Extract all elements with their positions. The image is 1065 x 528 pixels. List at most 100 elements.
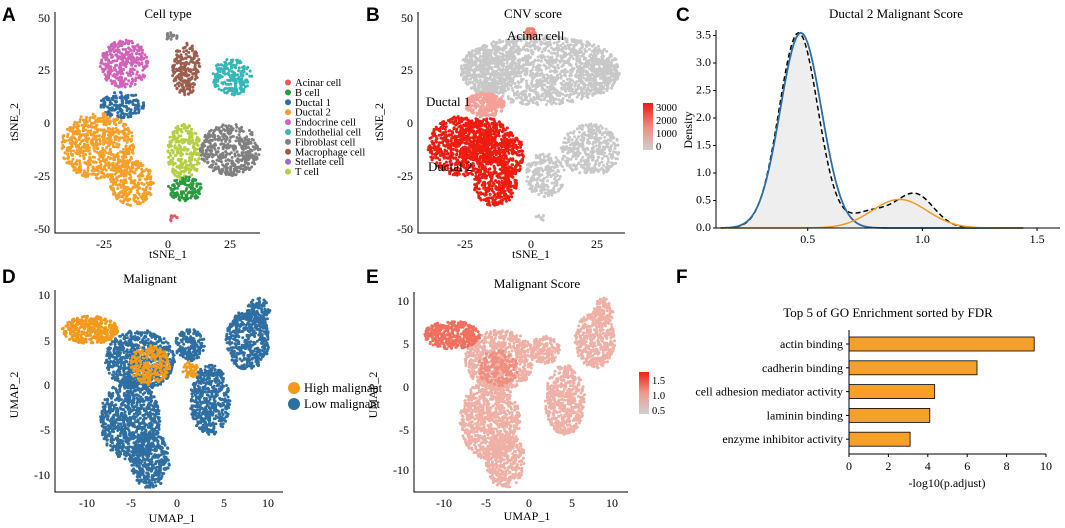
scatter-point-b (514, 62, 518, 66)
scatter-point-b (537, 58, 540, 62)
scatter-point-a (115, 104, 119, 108)
scatter-point-b (587, 92, 591, 96)
scatter-point-a (108, 47, 112, 51)
panel-a-ytick: 50 (38, 11, 50, 25)
scatter-point-a (109, 184, 113, 188)
scatter-point-a (116, 111, 120, 115)
scatter-point-a (127, 73, 130, 77)
scatter-point-a (230, 70, 234, 73)
scatter-point-a (133, 109, 137, 113)
scatter-point-b (570, 138, 574, 142)
scatter-point-b (602, 47, 606, 51)
scatter-point-b (589, 88, 593, 92)
scatter-point-a (187, 50, 191, 54)
scatter-point-a (175, 178, 179, 182)
scatter-point-a (208, 135, 212, 139)
scatter-point-b (510, 54, 514, 58)
scatter-point-a (183, 182, 187, 186)
scatter-point-a (187, 92, 191, 96)
panel-label-b: B (366, 5, 380, 26)
scatter-point-b (617, 151, 621, 155)
scatter-point-a (190, 186, 194, 190)
scatter-point-a (139, 56, 143, 60)
scatter-point-a (110, 106, 114, 110)
scatter-point-a (125, 170, 129, 174)
scatter-point-a (116, 152, 120, 155)
scatter-point-a (184, 189, 188, 192)
scatter-point-b (600, 157, 604, 160)
scatter-point-a (118, 51, 122, 55)
scatter-point-a (116, 187, 120, 190)
scatter-point-a (247, 162, 251, 166)
scatter-point-b (462, 77, 465, 81)
scatter-point-a (108, 127, 111, 131)
scatter-point-a (249, 141, 253, 145)
scatter-point-b (512, 51, 516, 55)
scatter-point-a (230, 60, 234, 64)
scatter-point-a (174, 140, 178, 144)
scatter-point-b (579, 91, 583, 95)
scatter-point-a (168, 135, 172, 139)
scatter-point-a (172, 162, 176, 166)
scatter-point-b (553, 68, 557, 72)
scatter-point-b (601, 50, 605, 54)
scatter-point-a (184, 56, 188, 60)
scatter-point-a (127, 165, 131, 169)
scatter-point-a (124, 174, 128, 178)
scatter-point-a (225, 58, 229, 62)
scatter-point-a (225, 152, 229, 156)
scatter-point-b (577, 135, 580, 139)
scatter-point-b (597, 168, 600, 172)
scatter-point-a (216, 137, 220, 141)
scatter-point-b (579, 71, 583, 75)
scatter-point-a (123, 160, 127, 164)
scatter-point-a (248, 129, 251, 132)
scatter-point-b (552, 76, 556, 80)
scatter-point-a (234, 129, 238, 133)
scatter-point-a (216, 67, 220, 71)
scatter-point-a (140, 164, 143, 168)
scatter-point-a (195, 162, 199, 166)
scatter-point-b (530, 62, 534, 65)
scatter-point-b (469, 68, 473, 72)
scatter-point-b (602, 75, 606, 79)
scatter-point-b (603, 78, 607, 82)
scatter-point-a (176, 82, 179, 86)
scatter-point-a (119, 171, 123, 175)
scatter-point-b (596, 44, 600, 48)
scatter-point-a (80, 139, 83, 143)
scatter-point-a (115, 84, 118, 88)
scatter-point-b (581, 94, 585, 98)
scatter-point-a (183, 124, 187, 128)
scatter-point-a (239, 80, 243, 84)
scatter-point-a (177, 140, 181, 144)
scatter-point-a (80, 145, 84, 149)
scatter-point-b (597, 140, 601, 143)
scatter-point-a (78, 154, 82, 158)
scatter-point-b (531, 77, 535, 81)
scatter-point-a (82, 171, 86, 175)
scatter-point-b (506, 86, 510, 90)
scatter-point-b (573, 90, 577, 94)
scatter-point-b (490, 72, 494, 76)
scatter-point-a (133, 45, 137, 49)
scatter-point-b (597, 155, 601, 159)
scatter-point-a (174, 49, 178, 53)
scatter-point-a (112, 155, 116, 159)
scatter-point-b (569, 93, 573, 97)
scatter-point-a (96, 169, 100, 173)
scatter-point-a (180, 152, 184, 156)
scatter-point-a (112, 59, 116, 63)
scatter-point-b (591, 57, 595, 61)
scatter-point-a (182, 90, 186, 94)
scatter-point-b (607, 60, 610, 63)
scatter-point-a (115, 193, 119, 197)
scatter-point-a (63, 151, 67, 155)
scatter-point-b (609, 77, 612, 81)
scatter-point-b (570, 98, 574, 102)
scatter-point-b (542, 73, 546, 77)
scatter-point-b (557, 48, 561, 52)
scatter-point-a (237, 166, 241, 170)
panel-a-yticks: 50 25 0 -25 -50 (34, 11, 50, 236)
scatter-point-a (217, 128, 221, 132)
